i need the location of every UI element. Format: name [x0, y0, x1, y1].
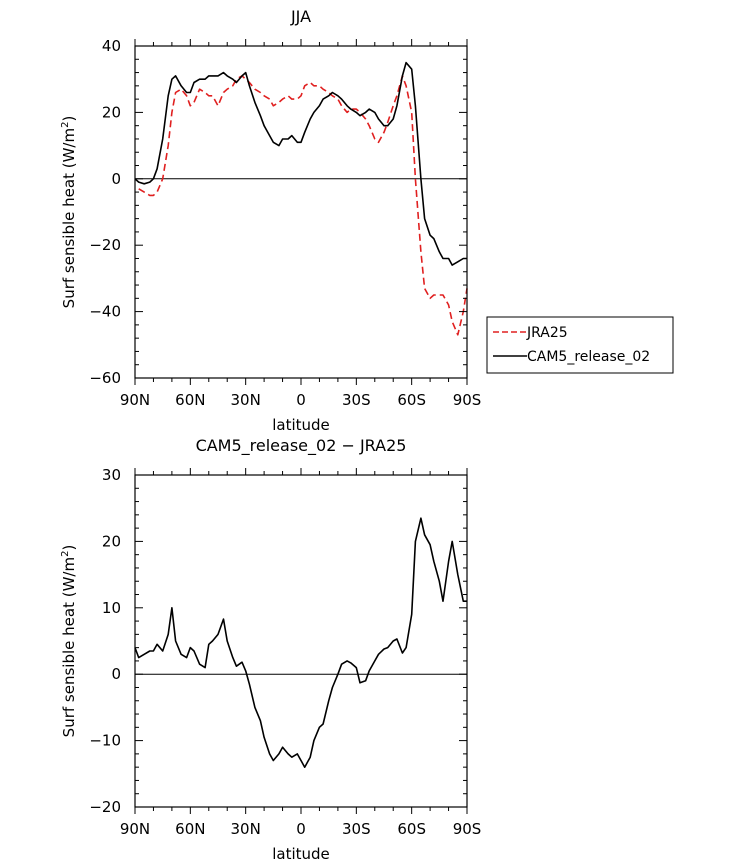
y-tick-label: 40	[102, 37, 121, 55]
x-tick-label: 60N	[175, 391, 205, 409]
x-tick-label: 30N	[231, 820, 261, 838]
y-axis-title-text: Surf sensible heat (W/m	[60, 128, 78, 308]
y-tick-label: 30	[102, 466, 121, 484]
series-line-cam5-release-02	[134, 61, 467, 266]
x-tick-label: 60S	[397, 820, 426, 838]
y-tick-label: −20	[89, 236, 121, 254]
y-tick-label: 10	[102, 599, 121, 617]
x-tick-label: 60S	[397, 391, 426, 409]
x-tick-label: 0	[296, 391, 306, 409]
x-tick-label: 90S	[453, 820, 482, 838]
y-axis-title: Surf sensible heat (W/m2)	[60, 116, 78, 309]
y-axis-title-superscript: 2	[60, 122, 71, 128]
y-tick-label: 0	[111, 170, 121, 188]
y-tick-label: −60	[89, 369, 121, 387]
x-tick-label: 30S	[342, 820, 371, 838]
x-tick-label: 0	[296, 820, 306, 838]
x-axis-title: latitude	[272, 416, 330, 434]
plot-frame	[134, 474, 468, 808]
y-tick-label: −40	[89, 303, 121, 321]
x-tick-label: 30N	[231, 391, 261, 409]
chart-title: CAM5_release_02 − JRA25	[196, 436, 407, 456]
y-axis-title: Surf sensible heat (W/m2)	[60, 545, 78, 738]
x-tick-label: 90S	[453, 391, 482, 409]
top-chart: JJA 90N 60N 30N 0 30S 60S 90S −60 −40 −20 0 20 40 lati…	[60, 7, 481, 434]
x-axis-title: latitude	[272, 845, 330, 863]
y-axis-title-close: )	[60, 545, 78, 551]
y-tick-label: 20	[102, 103, 121, 121]
x-tick-label: 60N	[175, 820, 205, 838]
y-tick-label: −10	[89, 732, 121, 750]
y-axis-title-close: )	[60, 116, 78, 122]
legend-box	[486, 316, 674, 374]
x-tick-label: 90N	[120, 391, 150, 409]
legend-label-cam5: CAM5_release_02	[527, 349, 650, 365]
legend: JRA25 CAM5_release_02	[486, 316, 674, 374]
legend-label-jra25: JRA25	[526, 325, 568, 341]
y-axis-title-text: Surf sensible heat (W/m	[60, 557, 78, 737]
series-line-cam5-release-02-jra25	[134, 517, 467, 769]
bottom-chart: CAM5_release_02 − JRA25 90N 60N 30N 0 30S 60S 9…	[60, 436, 481, 863]
chart-title: JJA	[290, 7, 311, 26]
y-axis-title-superscript: 2	[60, 551, 71, 557]
y-tick-label: 20	[102, 532, 121, 550]
y-tick-label: −20	[89, 798, 121, 816]
series-line-jra25	[138, 75, 468, 336]
x-tick-label: 90N	[120, 820, 150, 838]
x-tick-label: 30S	[342, 391, 371, 409]
y-tick-label: 0	[111, 665, 121, 683]
